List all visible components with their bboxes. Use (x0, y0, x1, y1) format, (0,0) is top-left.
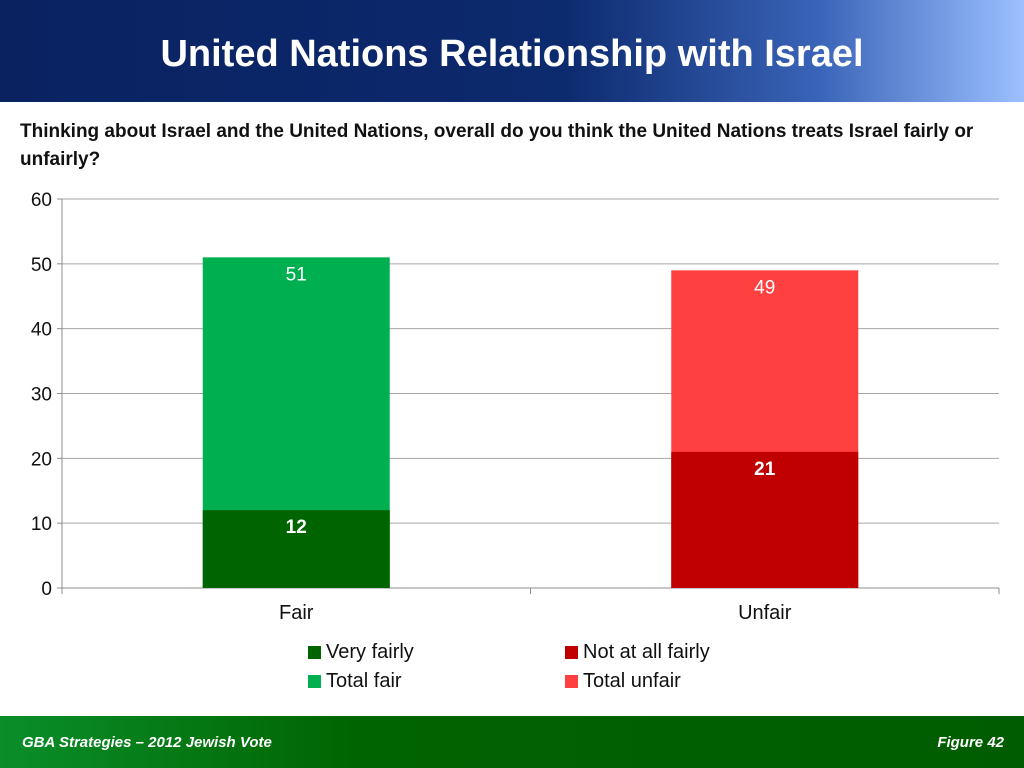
y-tick-label: 20 (31, 449, 52, 470)
data-label: 49 (754, 277, 775, 298)
survey-question: Thinking about Israel and the United Nat… (20, 121, 974, 170)
legend-swatch (308, 675, 321, 688)
footer-bar: GBA Strategies – 2012 Jewish Vote Figure… (0, 716, 1024, 768)
y-tick-label: 40 (31, 320, 52, 341)
data-label: 12 (286, 517, 307, 538)
title-banner: United Nations Relationship with Israel (0, 0, 1024, 102)
data-label: 51 (286, 264, 307, 285)
bar (671, 451, 859, 588)
y-tick-label: 0 (41, 579, 52, 600)
legend-label: Total fair (326, 670, 402, 692)
legend-swatch (565, 646, 578, 659)
y-tick-label: 60 (31, 190, 52, 211)
data-label: 21 (754, 459, 776, 480)
y-tick-label: 30 (31, 385, 52, 406)
legend-label: Not at all fairly (583, 641, 710, 663)
y-tick-label: 10 (31, 514, 52, 535)
bar (202, 510, 390, 588)
legend-swatch (565, 675, 578, 688)
legend-swatch (308, 646, 321, 659)
page-title: United Nations Relationship with Israel (160, 33, 864, 75)
x-tick-label: Fair (279, 602, 314, 624)
x-tick-label: Unfair (738, 602, 792, 624)
y-tick-label: 50 (31, 255, 52, 276)
bar-chart: 0 10 20 30 40 50 60 51 12 Fair 49 21 Unfair Very fair… (31, 190, 1000, 692)
figure-number: Figure 42 (937, 734, 1004, 751)
footer-source: GBA Strategies – 2012 Jewish Vote (22, 734, 272, 751)
legend-label: Very fairly (326, 641, 414, 663)
legend-label: Total unfair (583, 670, 681, 692)
